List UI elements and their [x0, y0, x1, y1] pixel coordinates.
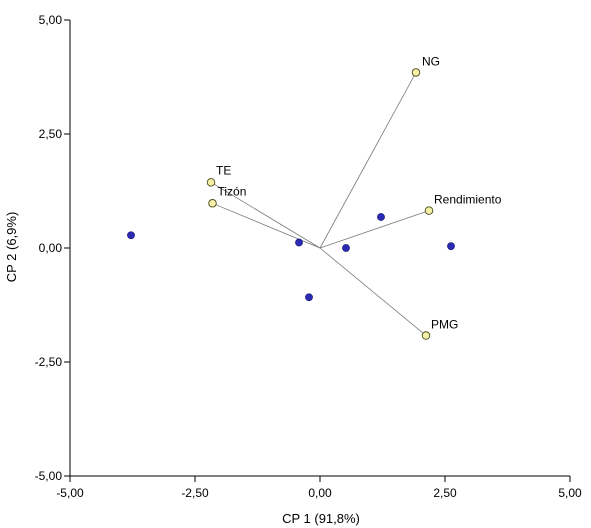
y-axis-title: CP 2 (6,9%): [4, 212, 19, 283]
x-tick-label: 0,00: [308, 486, 332, 500]
variable-label: Tizón: [218, 184, 247, 198]
x-tick-label: -2,50: [181, 486, 209, 500]
variable-points: [206, 68, 434, 340]
x-axis-title: CP 1 (91,8%): [282, 511, 360, 526]
variable-point: [424, 206, 434, 215]
vector-line: [210, 181, 321, 249]
variable-point: [421, 331, 431, 340]
y-tick-label: 0,00: [39, 241, 63, 255]
vector-line: [319, 210, 430, 249]
y-tick-label: 2,50: [39, 127, 63, 141]
variable-label: PMG: [431, 318, 458, 332]
y-tick-label: -2,50: [35, 355, 63, 369]
variable-vectors: [210, 72, 430, 336]
vector-line: [319, 72, 417, 249]
variable-point: [411, 68, 421, 77]
observation-point: [295, 238, 303, 247]
observation-points: [127, 213, 455, 302]
variable-label: TE: [216, 163, 231, 177]
vector-line: [319, 247, 427, 336]
variable-point: [208, 199, 217, 208]
observation-point: [342, 244, 350, 252]
observation-point: [447, 242, 455, 251]
variable-point: [206, 178, 216, 187]
y-tick-label: -5,00: [35, 469, 63, 483]
variable-labels: NG TE Tizón Rendimiento PMG: [216, 54, 502, 331]
observation-point: [377, 213, 385, 221]
x-tick-label: 5,00: [558, 486, 582, 500]
observation-point: [127, 231, 135, 240]
variable-label: Rendimiento: [434, 193, 502, 207]
vector-line: [212, 202, 321, 249]
x-tick-label: 2,50: [433, 486, 457, 500]
y-ticks: -5,00 -2,50 0,00 2,50 5,00: [35, 13, 70, 483]
x-ticks: -5,00 -2,50 0,00 2,50 5,00: [56, 476, 582, 500]
variable-label: NG: [422, 54, 440, 68]
observation-point: [305, 293, 313, 302]
y-tick-label: 5,00: [39, 13, 63, 27]
x-tick-label: -5,00: [56, 486, 84, 500]
